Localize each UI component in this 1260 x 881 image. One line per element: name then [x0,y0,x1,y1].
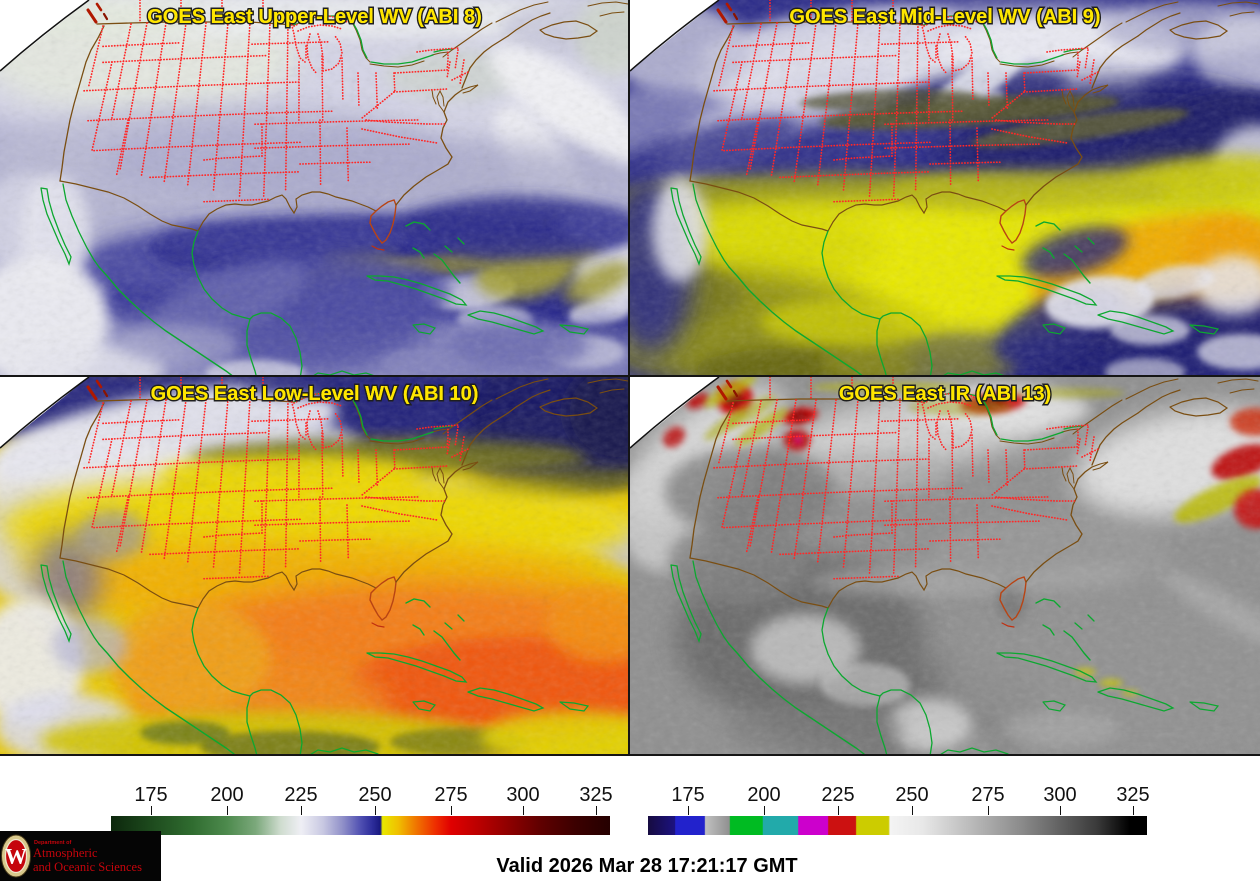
svg-text:Department of: Department of [34,840,71,846]
svg-text:and Oceanic Sciences: and Oceanic Sciences [33,860,142,874]
svg-text:W: W [5,844,27,869]
svg-text:Atmospheric: Atmospheric [33,846,98,860]
